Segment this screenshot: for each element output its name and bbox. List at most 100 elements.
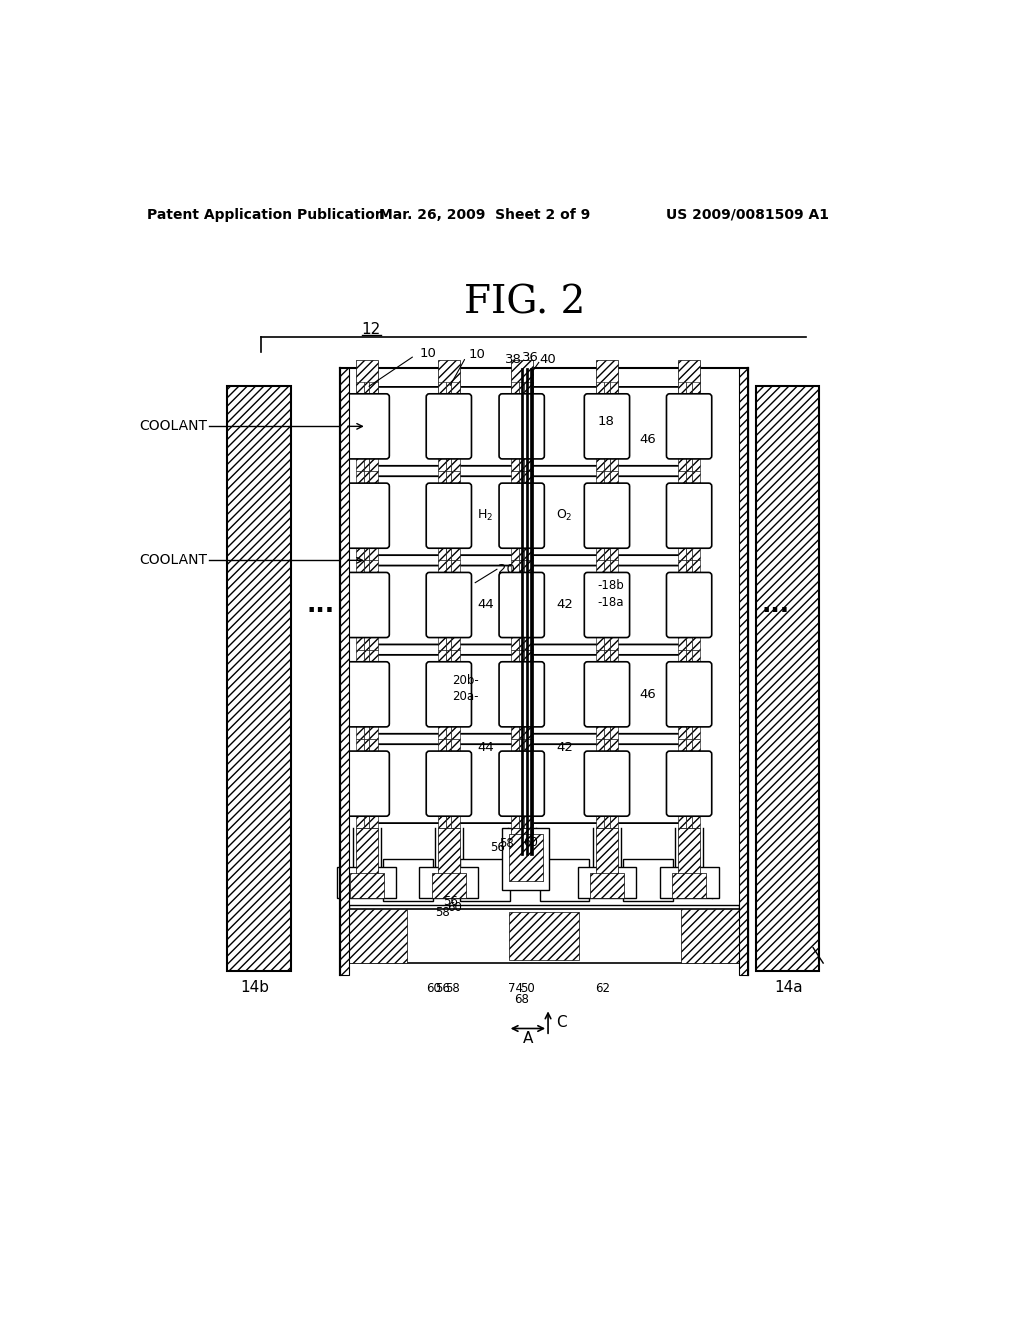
- Bar: [604, 471, 609, 486]
- Bar: [511, 360, 532, 397]
- Bar: [524, 471, 532, 560]
- Bar: [691, 471, 700, 560]
- Text: H$_2$: H$_2$: [477, 508, 494, 523]
- Bar: [604, 560, 609, 576]
- FancyBboxPatch shape: [370, 565, 446, 644]
- Bar: [356, 829, 378, 874]
- Bar: [438, 649, 446, 739]
- Bar: [446, 649, 452, 665]
- Bar: [452, 739, 460, 829]
- Text: 42: 42: [556, 598, 572, 611]
- Bar: [691, 381, 700, 471]
- Text: 44: 44: [477, 742, 494, 755]
- Bar: [596, 471, 604, 560]
- Text: COOLANT: COOLANT: [139, 553, 207, 568]
- Bar: [452, 381, 460, 471]
- Bar: [365, 739, 370, 754]
- Text: 60: 60: [523, 836, 539, 849]
- Bar: [349, 909, 395, 948]
- Bar: [370, 381, 378, 471]
- Bar: [692, 909, 738, 948]
- Bar: [691, 739, 700, 829]
- Bar: [370, 649, 378, 739]
- Bar: [691, 649, 700, 739]
- Text: 58: 58: [435, 906, 450, 919]
- Bar: [511, 739, 519, 829]
- FancyBboxPatch shape: [667, 573, 712, 638]
- Bar: [452, 649, 460, 739]
- Bar: [686, 739, 691, 754]
- Bar: [691, 560, 700, 649]
- Bar: [678, 739, 686, 829]
- Bar: [686, 723, 691, 739]
- Bar: [446, 455, 452, 471]
- Bar: [604, 381, 609, 397]
- Bar: [686, 813, 691, 829]
- Bar: [596, 560, 604, 649]
- Bar: [604, 649, 609, 665]
- Bar: [681, 909, 738, 964]
- FancyBboxPatch shape: [426, 483, 471, 548]
- FancyBboxPatch shape: [499, 751, 545, 816]
- Bar: [604, 739, 609, 754]
- Text: 56: 56: [443, 895, 458, 908]
- Bar: [519, 723, 524, 739]
- FancyBboxPatch shape: [449, 655, 521, 734]
- Text: 40: 40: [540, 352, 556, 366]
- Text: -18a: -18a: [598, 595, 625, 609]
- Text: 50: 50: [520, 982, 536, 995]
- Bar: [678, 560, 686, 649]
- Bar: [521, 368, 523, 855]
- Bar: [609, 381, 617, 471]
- Bar: [672, 873, 707, 898]
- Bar: [356, 471, 365, 560]
- Bar: [519, 455, 524, 471]
- Bar: [624, 859, 673, 902]
- FancyBboxPatch shape: [449, 477, 521, 556]
- Text: 46: 46: [640, 688, 656, 701]
- Bar: [356, 649, 365, 739]
- Bar: [452, 560, 460, 649]
- Bar: [383, 859, 432, 902]
- FancyBboxPatch shape: [499, 483, 545, 548]
- Text: 10: 10: [420, 347, 436, 360]
- Text: 56: 56: [489, 841, 505, 854]
- Bar: [365, 381, 370, 397]
- FancyBboxPatch shape: [449, 387, 521, 466]
- Bar: [659, 867, 719, 898]
- Bar: [609, 471, 617, 560]
- Bar: [540, 859, 589, 902]
- Bar: [365, 649, 370, 665]
- Bar: [461, 859, 510, 902]
- Bar: [509, 912, 579, 960]
- Bar: [356, 739, 365, 829]
- Bar: [365, 560, 370, 576]
- Bar: [519, 545, 524, 560]
- Text: 12: 12: [360, 322, 380, 337]
- FancyBboxPatch shape: [609, 565, 686, 644]
- Text: COOLANT: COOLANT: [139, 420, 207, 433]
- Bar: [446, 471, 452, 486]
- FancyBboxPatch shape: [426, 393, 471, 459]
- Text: 20b-: 20b-: [453, 675, 479, 688]
- Bar: [356, 360, 378, 397]
- Bar: [686, 545, 691, 560]
- FancyBboxPatch shape: [370, 387, 446, 466]
- FancyBboxPatch shape: [667, 661, 712, 727]
- Bar: [356, 560, 365, 649]
- Bar: [446, 381, 452, 397]
- Bar: [596, 649, 604, 739]
- Text: 58: 58: [445, 982, 460, 995]
- FancyBboxPatch shape: [528, 744, 601, 824]
- Bar: [356, 381, 365, 471]
- Text: US 2009/0081509 A1: US 2009/0081509 A1: [667, 207, 829, 222]
- Bar: [438, 360, 460, 397]
- Text: 38: 38: [505, 352, 521, 366]
- Text: 62: 62: [596, 982, 610, 995]
- Bar: [511, 829, 532, 874]
- Bar: [452, 471, 460, 560]
- Bar: [365, 545, 370, 560]
- Bar: [604, 813, 609, 829]
- FancyBboxPatch shape: [426, 751, 471, 816]
- Bar: [370, 739, 378, 829]
